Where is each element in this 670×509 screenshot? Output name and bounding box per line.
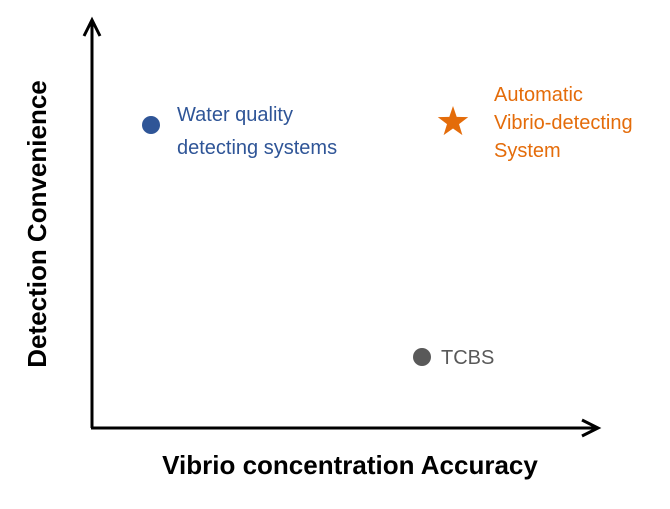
- water-quality-label-line1: Water quality: [177, 104, 293, 126]
- automatic-label: Automatic Vibrio-detecting System: [494, 84, 638, 162]
- tcbs-label: TCBS: [441, 347, 494, 369]
- automatic-label-line3: System: [494, 140, 561, 162]
- star-icon: [437, 106, 469, 136]
- water-quality-label-line2: detecting systems: [177, 137, 337, 159]
- automatic-label-line2: Vibrio-detecting: [494, 112, 633, 134]
- x-axis-label: Vibrio concentration Accuracy: [162, 450, 538, 480]
- water-quality-marker: [142, 116, 160, 134]
- x-axis-arrowhead: [581, 418, 602, 438]
- tcbs-marker: [413, 348, 431, 366]
- automatic-label-line1: Automatic: [494, 84, 583, 106]
- water-quality-label: Water quality detecting systems: [177, 104, 337, 159]
- y-axis-label: Detection Convenience: [22, 80, 52, 368]
- y-axis-arrowhead: [82, 16, 102, 37]
